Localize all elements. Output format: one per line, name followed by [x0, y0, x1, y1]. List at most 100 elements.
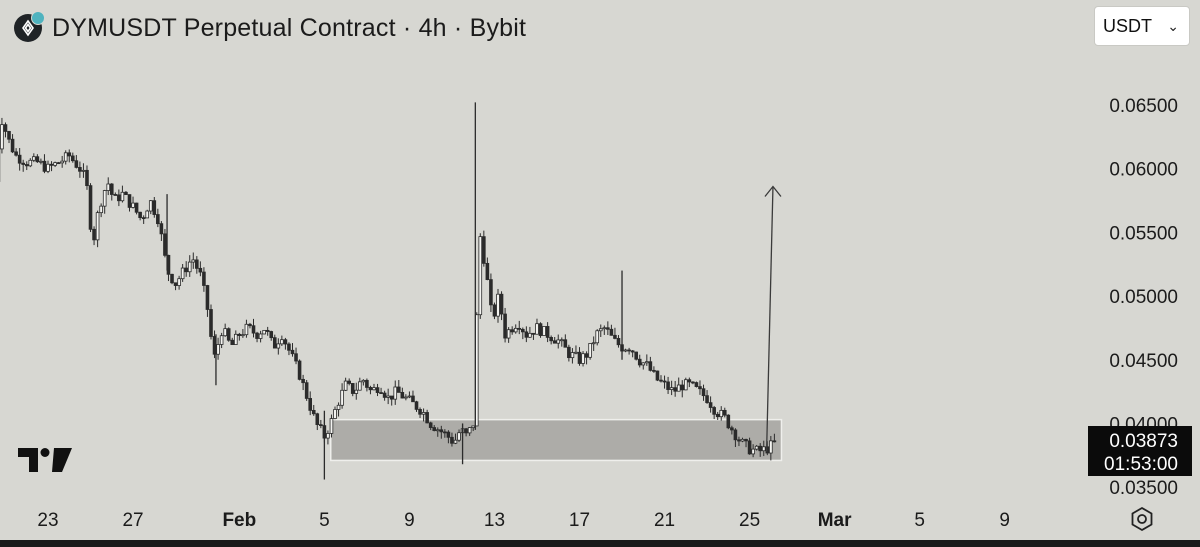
candle-body	[542, 326, 546, 336]
candle-body	[510, 329, 514, 333]
candle-body	[648, 361, 653, 371]
candle-body	[606, 327, 610, 330]
candle-body	[457, 432, 461, 441]
candle-body	[694, 382, 699, 387]
price-tick-label: 0.03500	[1109, 478, 1178, 499]
candle-body	[280, 339, 284, 345]
candle-body	[156, 214, 160, 225]
projection-arrow-head	[764, 185, 782, 197]
candle-body	[113, 194, 118, 196]
candle-body	[517, 327, 522, 330]
candle-body	[294, 353, 298, 362]
candle-body	[358, 381, 362, 391]
candle-body	[177, 278, 181, 286]
time-tick-label: 9	[999, 510, 1010, 531]
time-tick-label: 27	[122, 510, 143, 531]
candle-body	[393, 386, 398, 400]
candle-body	[191, 259, 196, 263]
candle-body	[446, 431, 451, 438]
candle-countdown: 01:53:00	[1104, 454, 1178, 475]
candle-body	[559, 339, 564, 342]
candle-body	[95, 212, 100, 241]
candle-body	[311, 409, 316, 415]
candle-body	[506, 329, 511, 339]
candle-body	[343, 380, 348, 391]
candle-body	[138, 211, 142, 219]
candle-body	[641, 362, 646, 366]
candle-body	[28, 159, 33, 167]
candle-body	[117, 194, 121, 202]
candle-body	[333, 409, 337, 419]
candle-body	[567, 346, 571, 359]
candle-body	[195, 259, 199, 269]
projection-arrow-layer	[764, 185, 782, 452]
candle-body	[503, 313, 507, 339]
candle-body	[400, 392, 405, 399]
support-zone-layer	[330, 418, 783, 462]
candle-body	[81, 169, 86, 172]
candle-body	[152, 200, 157, 215]
candle-body	[659, 379, 663, 382]
candle-body	[428, 422, 433, 428]
candle-body	[389, 395, 394, 400]
candle-body	[347, 380, 351, 384]
tradingview-logo-icon[interactable]	[16, 444, 74, 476]
candle-body	[439, 429, 444, 433]
candle-body	[740, 438, 745, 442]
candle-body	[42, 160, 47, 172]
candle-body	[109, 183, 114, 195]
candle-body	[733, 429, 738, 441]
candle-body	[556, 339, 561, 344]
candle-body	[290, 349, 295, 355]
time-tick-label: 9	[404, 510, 415, 531]
chevron-down-icon: ⌄	[1167, 17, 1179, 34]
candle-body	[496, 293, 500, 317]
candle-body	[645, 361, 649, 364]
candle-body	[386, 395, 390, 398]
candle-body	[304, 382, 309, 399]
candle-body	[297, 360, 302, 380]
settings-icon[interactable]	[1129, 506, 1155, 532]
candle-body	[577, 351, 582, 364]
candle-body	[10, 138, 15, 153]
candle-body	[595, 330, 600, 344]
candle-body	[630, 350, 635, 353]
candle-body	[464, 428, 468, 434]
candles-layer	[0, 102, 777, 480]
candle-body	[141, 217, 146, 220]
exchange-badge-icon	[31, 11, 45, 25]
candle-body	[209, 309, 213, 337]
candle-body	[365, 379, 369, 388]
candle-body	[78, 167, 82, 172]
candle-body	[751, 448, 755, 455]
candle-body	[3, 124, 8, 132]
candle-body	[396, 386, 401, 393]
candle-body	[443, 431, 447, 434]
candle-body	[705, 395, 709, 404]
candle-body	[687, 379, 692, 383]
candle-body	[173, 282, 178, 286]
candle-body	[669, 387, 674, 390]
candle-body	[88, 185, 93, 230]
candle-body	[450, 436, 454, 444]
candle-body	[187, 261, 192, 273]
candle-body	[588, 343, 592, 358]
candle-body	[340, 389, 344, 406]
price-tick-label: 0.06500	[1109, 96, 1178, 117]
candle-body	[382, 392, 387, 398]
candle-body	[673, 387, 677, 392]
candle-body	[233, 333, 238, 345]
candle-body	[754, 445, 759, 450]
candle-body	[758, 445, 763, 452]
candle-body	[563, 339, 568, 348]
candle-body	[666, 381, 670, 390]
candle-body	[715, 413, 720, 418]
candle-body	[131, 202, 135, 208]
candle-body	[124, 191, 128, 195]
candle-body	[244, 323, 249, 336]
candle-body	[21, 162, 25, 165]
currency-select[interactable]: USDT ⌄	[1094, 6, 1190, 46]
candle-body	[180, 267, 185, 280]
candle-body	[722, 409, 727, 416]
